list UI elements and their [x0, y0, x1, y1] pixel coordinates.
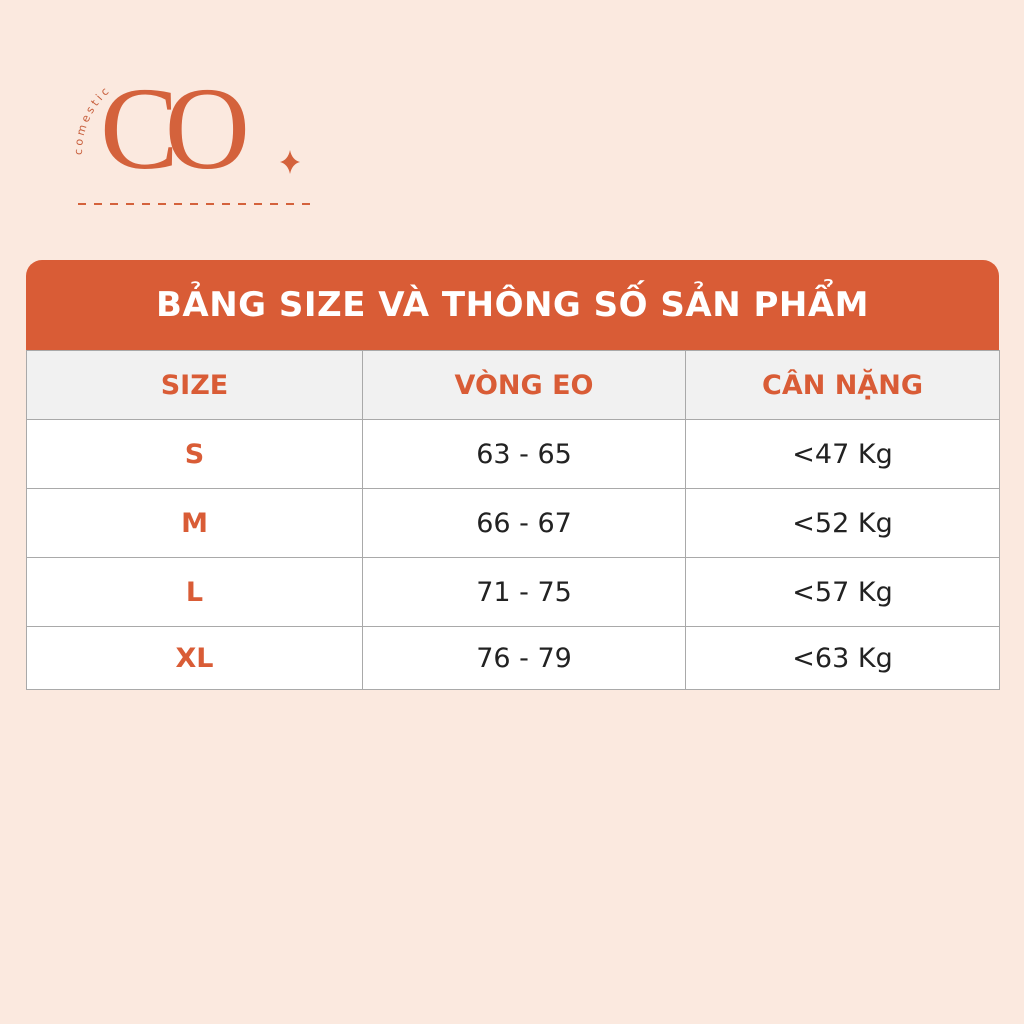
size-cell: XL — [26, 626, 363, 690]
header-row: SIZE VÒNG EO CÂN NẶNG — [26, 350, 1000, 420]
header-cell: SIZE — [26, 350, 363, 420]
logo-sparkle — [280, 150, 300, 174]
size-table: BẢNG SIZE VÀ THÔNG SỐ SẢN PHẨM SIZE VÒNG… — [26, 260, 1000, 690]
table-title: BẢNG SIZE VÀ THÔNG SỐ SẢN PHẨM — [26, 260, 999, 350]
waist-cell: 63 - 65 — [362, 419, 686, 489]
size-cell: M — [26, 488, 363, 558]
waist-cell: 66 - 67 — [362, 488, 686, 558]
header-cell: CÂN NẶNG — [685, 350, 1000, 420]
weight-cell: <63 Kg — [685, 626, 1000, 690]
logo: comestic CO — [72, 63, 312, 205]
waist-cell: 76 - 79 — [362, 626, 686, 690]
weight-cell: <57 Kg — [685, 557, 1000, 627]
header-cell: VÒNG EO — [362, 350, 686, 420]
table: SIZE VÒNG EO CÂN NẶNG S 63 - 65 <47 Kg M… — [26, 350, 1000, 690]
weight-cell: <47 Kg — [685, 419, 1000, 489]
row: M 66 - 67 <52 Kg — [26, 488, 1000, 558]
size-cell: S — [26, 419, 363, 489]
weight-cell: <52 Kg — [685, 488, 1000, 558]
row: L 71 - 75 <57 Kg — [26, 557, 1000, 627]
logo-mark: CO — [100, 63, 246, 194]
size-cell: L — [26, 557, 363, 627]
waist-cell: 71 - 75 — [362, 557, 686, 627]
row: XL 76 - 79 <63 Kg — [26, 626, 1000, 690]
row: S 63 - 65 <47 Kg — [26, 419, 1000, 489]
